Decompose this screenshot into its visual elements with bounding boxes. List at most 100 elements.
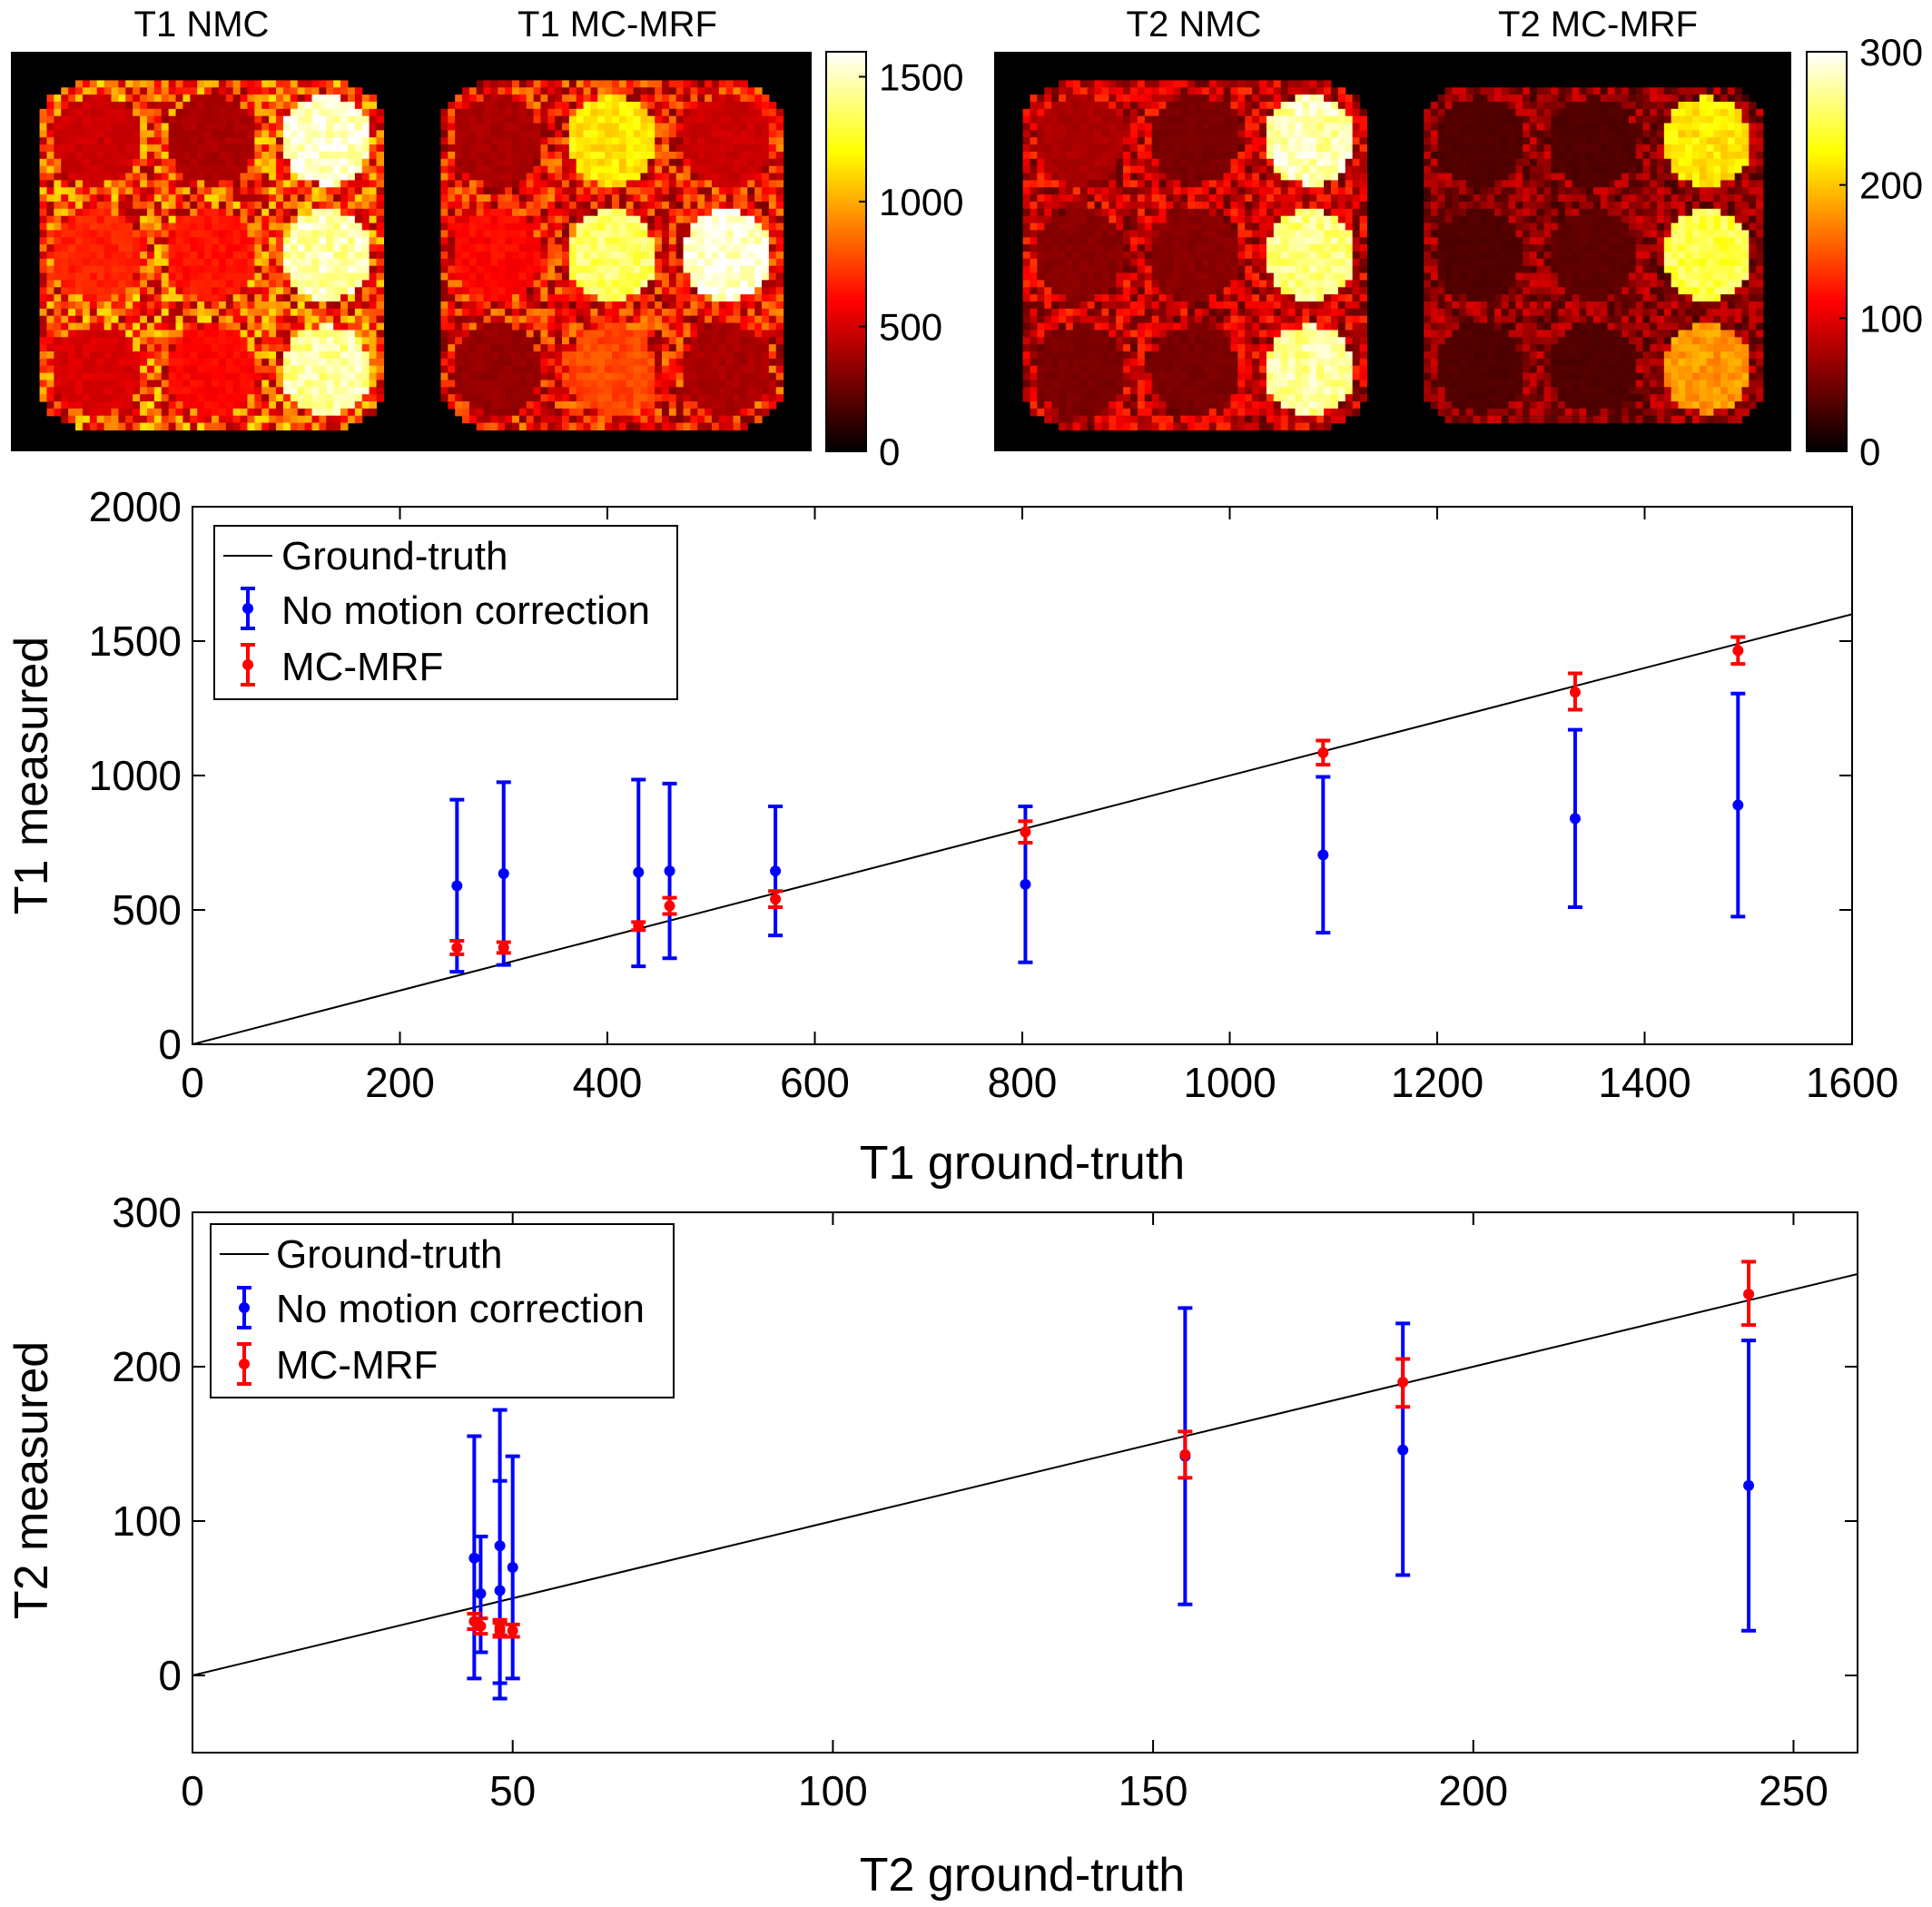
x-tick-label: 50 — [489, 1767, 536, 1814]
nmc-marker — [468, 1552, 480, 1564]
mcmrf-point — [496, 940, 511, 955]
mcmrf-marker — [475, 1620, 487, 1632]
mcmrf-marker — [1569, 687, 1581, 698]
nmc-marker — [494, 1585, 506, 1596]
mcmrf-marker — [1179, 1448, 1191, 1460]
x-tick-label: 1000 — [1183, 1059, 1276, 1106]
map-panel-t1-mcmrf: T1 MC-MRF — [412, 5, 812, 451]
map-title-t1-mcmrf: T1 MC-MRF — [518, 5, 717, 44]
colorbar-tick-label: 300 — [1859, 31, 1923, 74]
x-tick-label: 250 — [1759, 1767, 1828, 1814]
t2-nmc-map — [1022, 80, 1368, 431]
mcmrf-marker — [1020, 826, 1031, 838]
mcmrf-point — [1178, 1429, 1193, 1480]
nmc-marker — [633, 866, 645, 878]
legend-t1-mcmrf: MC-MRF — [281, 645, 443, 689]
map-title-t2-mcmrf: T2 MC-MRF — [1498, 5, 1698, 44]
map-panel-t1-nmc: T1 NMC — [11, 5, 412, 451]
nmc-point — [505, 1454, 520, 1681]
legend-t2-nmc: No motion correction — [276, 1287, 645, 1331]
plot-t2-ylabel: T2 measured — [5, 1341, 58, 1619]
mcmrf-point — [1730, 635, 1746, 667]
mcmrf-point — [768, 889, 784, 910]
legend-t2-ground-truth: Ground-truth — [276, 1232, 502, 1277]
mcmrf-point — [631, 920, 646, 933]
nmc-marker — [1732, 799, 1744, 811]
plot-t1-ylabel: T1 measured — [5, 637, 58, 914]
x-tick-label: 1400 — [1598, 1059, 1690, 1106]
legend-t2-mcmrf: MC-MRF — [276, 1343, 438, 1388]
mcmrf-marker — [770, 894, 782, 905]
colorbar-tick-label: 0 — [879, 430, 900, 473]
nmc-marker — [475, 1587, 487, 1599]
nmc-marker — [507, 1562, 518, 1573]
plot-t1-content: 0 200 400 600 800 1000 1200 1400 1600 0 500 1000 150… — [89, 483, 1899, 1106]
x-tick-label: 600 — [780, 1059, 850, 1106]
nmc-point — [768, 805, 784, 938]
mcmrf-point — [1741, 1260, 1757, 1328]
plot-t2-xlabel: T2 ground-truth — [860, 1849, 1185, 1902]
y-tick-label: 500 — [112, 886, 182, 934]
plot-t1-legend: Ground-truth No motion correction MC-MRF — [213, 525, 678, 700]
colorbar-tick-label: 100 — [1859, 297, 1923, 340]
y-tick-label: 100 — [112, 1497, 182, 1545]
mcmrf-marker — [507, 1625, 518, 1636]
plot-t2: 0 50 100 150 200 250 0 100 200 300 T2 ground-trut… — [5, 1189, 1858, 1902]
mcmrf-point — [662, 895, 677, 916]
colorbar-tick-label: 0 — [1859, 430, 1880, 473]
t1-nmc-map — [39, 80, 385, 431]
legend-t1-nmc: No motion correction — [281, 588, 650, 633]
nmc-marker — [498, 868, 509, 880]
nmc-marker — [770, 865, 782, 877]
colorbar-t1: 0 500 1000 1500 — [825, 51, 963, 473]
t1-mcmrf-map — [440, 80, 784, 431]
ground-truth-line — [192, 1273, 1858, 1676]
mcmrf-marker — [451, 942, 463, 954]
mcmrf-point — [505, 1622, 520, 1639]
nmc-point — [1567, 727, 1582, 910]
colorbar-tick-label: 500 — [879, 306, 942, 349]
colorbar-tick-label: 1000 — [879, 181, 963, 223]
nmc-point — [496, 780, 511, 967]
legend-t2-nmc-swatch — [237, 1286, 251, 1329]
plot-t2-content: 0 50 100 150 200 250 0 100 200 300 — [112, 1189, 1858, 1814]
mcmrf-marker — [633, 920, 645, 932]
mcmrf-marker — [1743, 1289, 1755, 1300]
nmc-marker — [1743, 1479, 1755, 1491]
y-tick-label: 300 — [112, 1189, 182, 1236]
colorbar-t2-ticks: 0 100 200 300 — [1839, 31, 1923, 473]
nmc-point — [1741, 1339, 1757, 1633]
nmc-marker — [1020, 878, 1031, 890]
mcmrf-point — [449, 939, 465, 956]
map-title-t1-nmc: T1 NMC — [134, 5, 270, 44]
y-tick-label: 1500 — [89, 618, 182, 665]
x-tick-label: 1600 — [1806, 1059, 1898, 1106]
plot-t2-legend: Ground-truth No motion correction MC-MRF — [210, 1223, 675, 1398]
x-tick-label: 150 — [1119, 1767, 1188, 1814]
mcmrf-marker — [1317, 746, 1329, 758]
y-tick-label: 200 — [112, 1343, 182, 1390]
x-tick-label: 200 — [365, 1059, 435, 1106]
mcmrf-marker — [664, 900, 675, 912]
x-tick-label: 400 — [573, 1059, 643, 1106]
mcmrf-point — [473, 1616, 488, 1636]
legend-t1-mcmrf-swatch — [241, 643, 255, 687]
nmc-point — [492, 1478, 508, 1701]
legend-t1-nmc-swatch — [241, 587, 255, 630]
nmc-point — [1316, 775, 1331, 935]
legend-t2-mcmrf-swatch — [237, 1342, 251, 1386]
mcmrf-marker — [1732, 645, 1744, 657]
map-panel-t2-mcmrf: T2 MC-MRF — [1395, 5, 1791, 451]
y-tick-label: 2000 — [89, 483, 182, 530]
mcmrf-marker — [494, 1625, 506, 1636]
y-tick-label: 0 — [158, 1652, 182, 1699]
y-tick-label: 1000 — [89, 752, 182, 799]
x-tick-label: 0 — [181, 1767, 204, 1814]
mcmrf-point — [1018, 819, 1033, 845]
mcmrf-point — [1567, 671, 1582, 712]
plot-t1-xlabel: T1 ground-truth — [860, 1137, 1185, 1190]
colorbar-tick-label: 1500 — [879, 56, 963, 99]
mcmrf-point — [1316, 738, 1331, 767]
legend-t1-ground-truth: Ground-truth — [281, 534, 508, 578]
